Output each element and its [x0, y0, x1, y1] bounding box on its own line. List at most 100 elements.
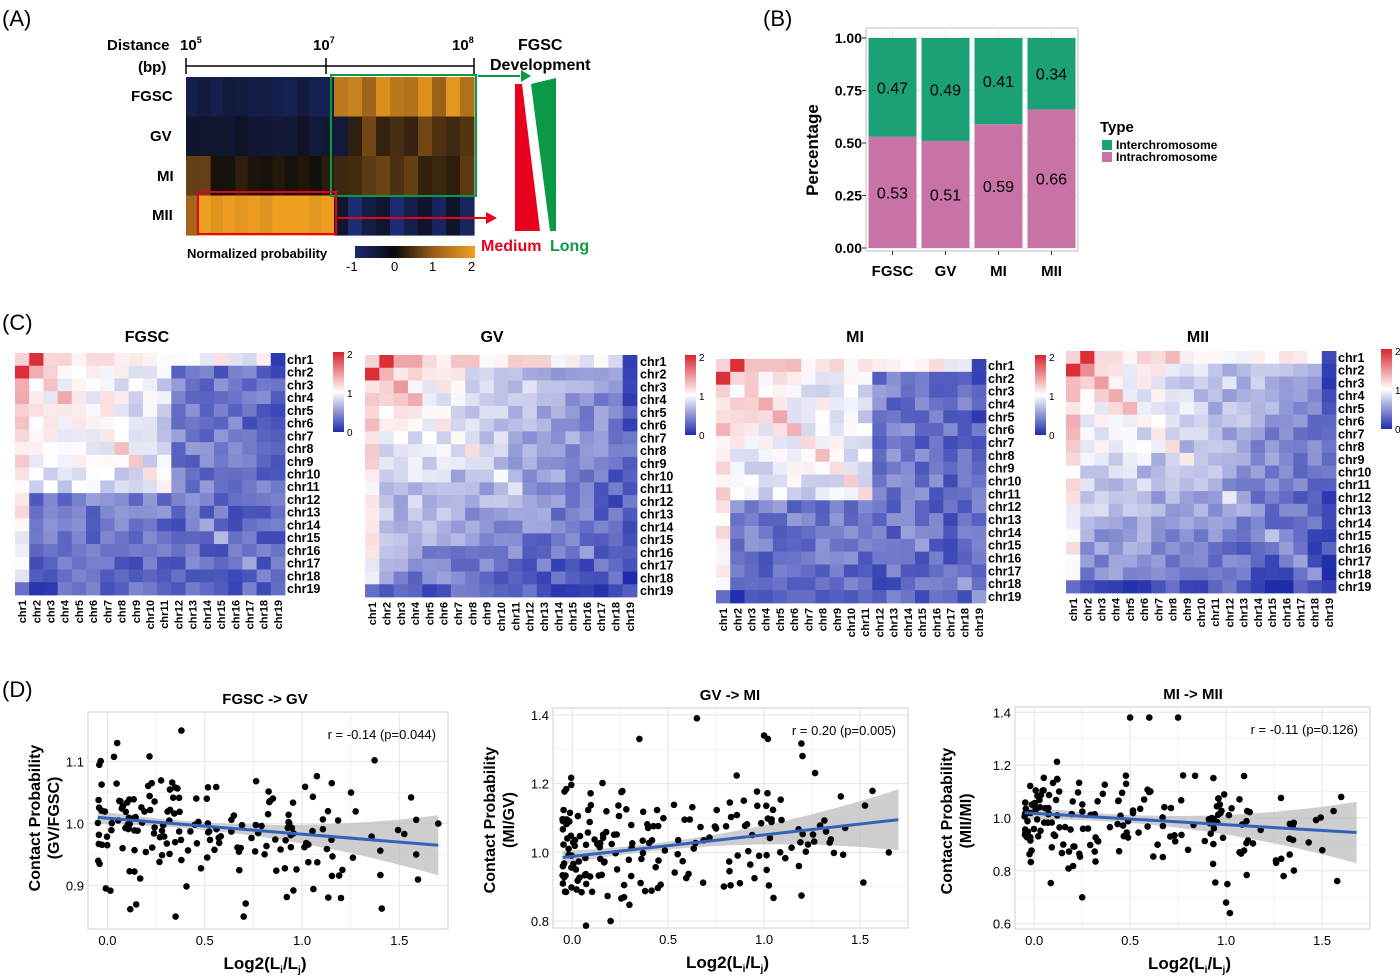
heat-cell	[157, 544, 172, 558]
heat-cell	[758, 474, 774, 488]
data-point	[414, 876, 422, 883]
data-point	[591, 836, 598, 843]
heat-cell	[256, 531, 272, 545]
heat-cell	[100, 365, 115, 379]
heat-cell	[1122, 440, 1138, 454]
medium-range-highlight	[197, 191, 337, 235]
data-point	[1050, 831, 1058, 838]
heat-cell	[522, 571, 538, 585]
heat-cell	[86, 467, 101, 481]
heat-cell	[858, 359, 873, 373]
heat-cell	[815, 577, 831, 591]
heat-cell	[744, 397, 760, 411]
heat-cell	[185, 442, 201, 456]
heat-cell	[730, 448, 745, 463]
heat-cell	[1236, 351, 1252, 365]
data-point	[699, 879, 707, 886]
heat-cell	[1179, 503, 1195, 517]
heat-cell	[622, 482, 638, 496]
heat-cell	[436, 584, 452, 598]
heat-cell	[297, 77, 310, 118]
heat-cell	[787, 590, 802, 604]
row-label: chr10	[988, 475, 1021, 489]
heat-cell	[815, 384, 831, 398]
heat-cell	[171, 544, 186, 558]
heat-cell	[1264, 414, 1280, 428]
heat-cell	[1222, 427, 1237, 441]
data-point	[811, 769, 819, 777]
heat-cell	[1222, 414, 1237, 428]
heat-cell	[1165, 580, 1181, 594]
y-axis-title: Contact Probability	[27, 745, 44, 892]
heat-cell	[1165, 452, 1181, 467]
heat-cell	[730, 500, 745, 514]
data-point	[778, 816, 785, 824]
heat-cell	[479, 444, 495, 458]
data-point	[1184, 846, 1192, 854]
heat-cell	[886, 551, 902, 565]
heat-cell	[29, 467, 44, 481]
x-axis-subscript: i	[743, 964, 746, 975]
data-point	[1027, 858, 1035, 866]
heat-cell	[379, 393, 395, 407]
heat-cell	[815, 436, 831, 450]
heat-cell	[843, 474, 859, 488]
heat-cell	[1279, 363, 1294, 377]
data-point	[281, 865, 289, 872]
heat-cell	[270, 378, 286, 392]
heat-cell	[914, 397, 930, 411]
heat-cell	[284, 195, 298, 236]
heat-cell	[914, 513, 930, 527]
heat-cell	[270, 569, 286, 583]
heat-cell	[1094, 427, 1110, 441]
colorbar-tick: 1	[1049, 392, 1055, 403]
data-point	[290, 887, 297, 894]
heat-cell	[1222, 516, 1237, 530]
heat-cell	[843, 590, 859, 604]
data-point	[110, 753, 118, 761]
data-point	[681, 816, 688, 823]
heat-cell	[422, 444, 437, 458]
heat-cell	[1279, 542, 1294, 556]
data-point	[203, 795, 211, 802]
col-label: chr4	[410, 601, 422, 625]
heat-cell	[171, 505, 186, 519]
heat-cell	[787, 423, 802, 437]
data-point	[171, 838, 179, 846]
heat-cell	[272, 116, 286, 157]
heat-cell	[522, 380, 538, 394]
data-point	[582, 922, 590, 929]
heat-cell	[1236, 376, 1252, 390]
heat-cell	[379, 431, 395, 445]
data-point	[378, 905, 386, 912]
heat-cell	[522, 533, 538, 547]
heat-cell	[900, 590, 916, 604]
heat-cell	[270, 556, 286, 570]
heat-cell	[815, 538, 831, 553]
data-point	[1237, 850, 1245, 857]
heat-cell	[971, 487, 987, 501]
data-point	[302, 839, 310, 847]
data-point	[266, 797, 274, 805]
heat-cell	[128, 365, 144, 379]
row-label: chr8	[640, 444, 666, 458]
heat-cell	[929, 500, 944, 514]
heat-cell	[1222, 440, 1237, 454]
heatmap-fgsc: FGSCchr1chr1chr2chr2chr3chr3chr4chr4chr5…	[15, 329, 353, 629]
heat-cell	[15, 429, 30, 443]
heat-cell	[522, 355, 538, 369]
heat-cell	[929, 410, 944, 424]
heat-cell	[730, 577, 745, 591]
y-tick-label: 0.8	[993, 864, 1011, 879]
heat-cell	[1137, 516, 1152, 530]
heat-cell	[522, 482, 538, 496]
heat-cell	[594, 584, 609, 598]
data-point	[1286, 835, 1293, 842]
data-point	[1069, 798, 1076, 805]
heat-cell	[432, 116, 447, 157]
heat-cell	[450, 355, 466, 369]
heat-cell	[1250, 542, 1266, 556]
data-point	[1161, 803, 1168, 811]
heat-cell	[716, 538, 731, 553]
heat-cell	[971, 500, 987, 514]
